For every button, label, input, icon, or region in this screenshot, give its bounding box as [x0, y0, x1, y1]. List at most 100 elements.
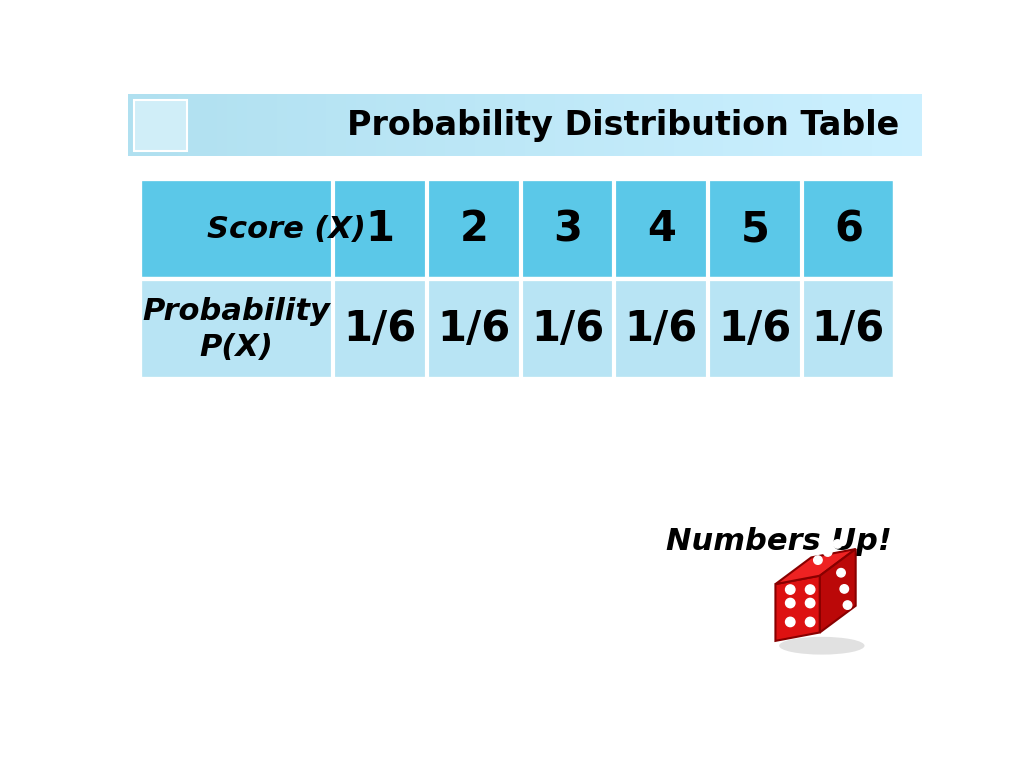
FancyBboxPatch shape	[604, 94, 615, 156]
Text: 1/6: 1/6	[718, 308, 792, 350]
FancyBboxPatch shape	[138, 94, 150, 156]
Text: Probability
P(X): Probability P(X)	[142, 297, 331, 362]
Circle shape	[823, 548, 831, 556]
Text: 1/6: 1/6	[437, 308, 511, 350]
FancyBboxPatch shape	[902, 94, 913, 156]
FancyBboxPatch shape	[723, 94, 734, 156]
Polygon shape	[775, 549, 856, 584]
Text: 1: 1	[366, 208, 394, 250]
FancyBboxPatch shape	[445, 94, 457, 156]
FancyBboxPatch shape	[396, 94, 408, 156]
Ellipse shape	[779, 637, 864, 654]
Text: 6: 6	[834, 208, 863, 250]
FancyBboxPatch shape	[356, 94, 368, 156]
Text: 1/6: 1/6	[625, 308, 697, 350]
FancyBboxPatch shape	[872, 94, 884, 156]
FancyBboxPatch shape	[833, 94, 844, 156]
FancyBboxPatch shape	[327, 94, 338, 156]
FancyBboxPatch shape	[585, 94, 596, 156]
FancyBboxPatch shape	[297, 94, 308, 156]
FancyBboxPatch shape	[852, 94, 863, 156]
FancyBboxPatch shape	[684, 94, 695, 156]
FancyBboxPatch shape	[139, 280, 895, 379]
FancyBboxPatch shape	[475, 94, 486, 156]
FancyBboxPatch shape	[456, 94, 467, 156]
FancyBboxPatch shape	[426, 94, 437, 156]
Text: 2: 2	[460, 208, 488, 250]
Circle shape	[844, 601, 852, 609]
FancyBboxPatch shape	[882, 94, 893, 156]
FancyBboxPatch shape	[773, 94, 784, 156]
FancyBboxPatch shape	[386, 94, 397, 156]
FancyBboxPatch shape	[187, 94, 199, 156]
Text: 3: 3	[553, 208, 582, 250]
Text: 1/6: 1/6	[812, 308, 885, 350]
FancyBboxPatch shape	[435, 94, 447, 156]
FancyBboxPatch shape	[336, 94, 348, 156]
Text: 4: 4	[647, 208, 676, 250]
Circle shape	[806, 598, 815, 607]
FancyBboxPatch shape	[822, 94, 834, 156]
FancyBboxPatch shape	[614, 94, 626, 156]
FancyBboxPatch shape	[524, 94, 537, 156]
FancyBboxPatch shape	[753, 94, 765, 156]
FancyBboxPatch shape	[247, 94, 258, 156]
FancyBboxPatch shape	[693, 94, 705, 156]
Polygon shape	[775, 576, 820, 641]
FancyBboxPatch shape	[416, 94, 427, 156]
FancyBboxPatch shape	[574, 94, 586, 156]
FancyBboxPatch shape	[147, 94, 160, 156]
Circle shape	[837, 568, 845, 577]
Text: 5: 5	[740, 208, 769, 250]
FancyBboxPatch shape	[624, 94, 636, 156]
FancyBboxPatch shape	[892, 94, 903, 156]
FancyBboxPatch shape	[287, 94, 298, 156]
FancyBboxPatch shape	[703, 94, 715, 156]
Text: Probability Distribution Table: Probability Distribution Table	[347, 109, 899, 142]
FancyBboxPatch shape	[465, 94, 477, 156]
FancyBboxPatch shape	[644, 94, 655, 156]
FancyBboxPatch shape	[198, 94, 209, 156]
FancyBboxPatch shape	[217, 94, 228, 156]
FancyBboxPatch shape	[535, 94, 546, 156]
FancyBboxPatch shape	[406, 94, 417, 156]
FancyBboxPatch shape	[674, 94, 685, 156]
FancyBboxPatch shape	[862, 94, 873, 156]
FancyBboxPatch shape	[139, 179, 895, 280]
FancyBboxPatch shape	[367, 94, 378, 156]
FancyBboxPatch shape	[555, 94, 566, 156]
FancyBboxPatch shape	[207, 94, 219, 156]
Circle shape	[785, 585, 795, 594]
FancyBboxPatch shape	[634, 94, 645, 156]
FancyBboxPatch shape	[306, 94, 318, 156]
FancyBboxPatch shape	[793, 94, 804, 156]
FancyBboxPatch shape	[238, 94, 249, 156]
FancyBboxPatch shape	[743, 94, 755, 156]
FancyBboxPatch shape	[485, 94, 497, 156]
FancyBboxPatch shape	[267, 94, 279, 156]
FancyBboxPatch shape	[812, 94, 824, 156]
Text: Score (X): Score (X)	[208, 215, 367, 243]
Circle shape	[806, 617, 815, 627]
Text: 1/6: 1/6	[530, 308, 604, 350]
FancyBboxPatch shape	[346, 94, 357, 156]
FancyBboxPatch shape	[564, 94, 575, 156]
FancyBboxPatch shape	[545, 94, 556, 156]
Text: 1/6: 1/6	[344, 308, 417, 350]
FancyBboxPatch shape	[803, 94, 814, 156]
FancyBboxPatch shape	[168, 94, 179, 156]
Circle shape	[785, 617, 795, 627]
FancyBboxPatch shape	[714, 94, 725, 156]
FancyBboxPatch shape	[257, 94, 268, 156]
FancyBboxPatch shape	[276, 94, 289, 156]
Circle shape	[840, 584, 849, 593]
FancyBboxPatch shape	[664, 94, 675, 156]
FancyBboxPatch shape	[842, 94, 854, 156]
FancyBboxPatch shape	[227, 94, 239, 156]
Polygon shape	[820, 549, 856, 633]
Circle shape	[834, 540, 842, 548]
FancyBboxPatch shape	[782, 94, 795, 156]
Circle shape	[814, 556, 822, 564]
FancyBboxPatch shape	[128, 94, 139, 156]
FancyBboxPatch shape	[763, 94, 774, 156]
